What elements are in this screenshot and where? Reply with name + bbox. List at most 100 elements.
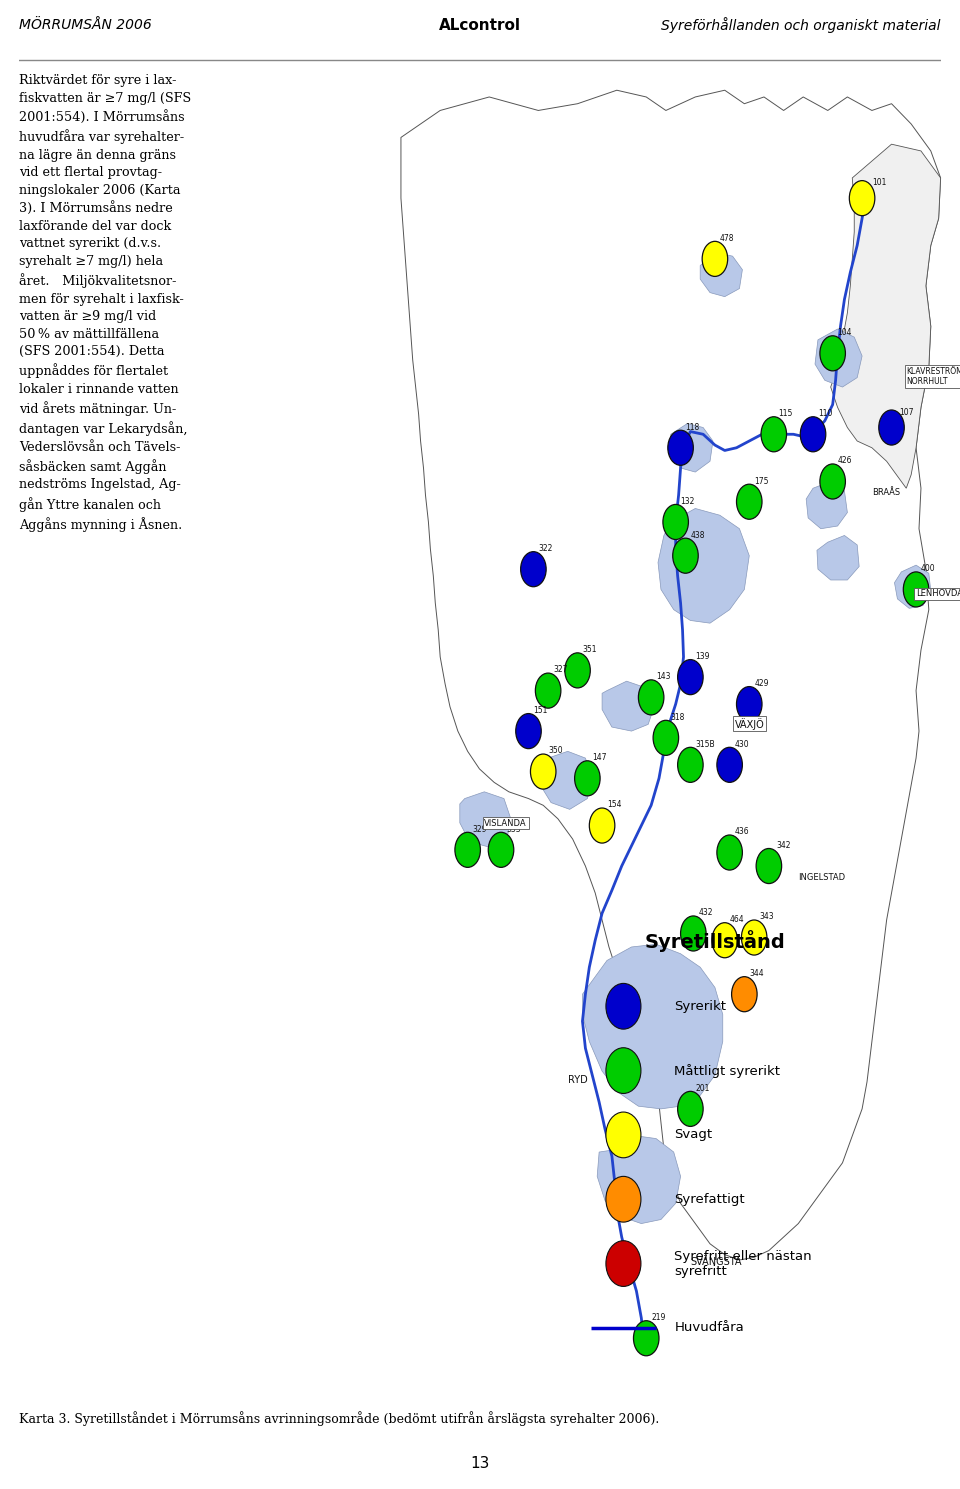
Text: Riktvärdet för syre i lax-
fiskvatten är ≥7 mg/l (SFS
2001:554). I Mörrumsåns
hu: Riktvärdet för syre i lax- fiskvatten är… bbox=[19, 74, 191, 532]
Text: MÖRRUMSÅN 2006: MÖRRUMSÅN 2006 bbox=[19, 18, 152, 33]
Text: Svagt: Svagt bbox=[675, 1129, 712, 1142]
Text: Syretillstånd: Syretillstånd bbox=[644, 931, 785, 951]
Circle shape bbox=[717, 835, 742, 870]
Text: INGELSTAD: INGELSTAD bbox=[799, 873, 846, 881]
Text: Syrerikt: Syrerikt bbox=[675, 999, 727, 1013]
Circle shape bbox=[903, 572, 929, 608]
Text: 430: 430 bbox=[734, 740, 749, 749]
Circle shape bbox=[531, 753, 556, 789]
Circle shape bbox=[732, 977, 757, 1011]
Circle shape bbox=[702, 241, 728, 277]
Text: RYD: RYD bbox=[567, 1075, 588, 1085]
Circle shape bbox=[606, 1112, 641, 1158]
Polygon shape bbox=[597, 1136, 681, 1224]
Circle shape bbox=[801, 417, 826, 451]
Text: 143: 143 bbox=[656, 672, 670, 680]
Text: KLAVRESTRÖM
NORRHULT: KLAVRESTRÖM NORRHULT bbox=[906, 366, 960, 386]
Text: 201: 201 bbox=[695, 1084, 709, 1093]
Text: 438: 438 bbox=[690, 530, 705, 539]
Circle shape bbox=[678, 1091, 703, 1126]
Text: 115: 115 bbox=[779, 409, 793, 418]
Text: 147: 147 bbox=[592, 753, 607, 762]
Text: Karta 3. Syretillståndet i Mörrumsåns avrinningsområde (bedömt utifrån årslägsta: Karta 3. Syretillståndet i Mörrumsåns av… bbox=[19, 1412, 660, 1426]
Polygon shape bbox=[830, 144, 941, 488]
Polygon shape bbox=[602, 680, 654, 731]
Circle shape bbox=[520, 551, 546, 587]
Text: 400: 400 bbox=[921, 564, 936, 573]
Text: SVÄNGSTA: SVÄNGSTA bbox=[690, 1257, 742, 1267]
Text: 151: 151 bbox=[534, 706, 548, 715]
Text: 315B: 315B bbox=[695, 740, 715, 749]
Text: 327: 327 bbox=[553, 666, 567, 675]
Circle shape bbox=[756, 849, 781, 883]
Circle shape bbox=[736, 686, 762, 722]
Text: 351: 351 bbox=[583, 645, 597, 654]
Polygon shape bbox=[817, 536, 859, 581]
Circle shape bbox=[516, 713, 541, 749]
Circle shape bbox=[761, 417, 786, 451]
Circle shape bbox=[606, 1048, 641, 1093]
Polygon shape bbox=[658, 508, 749, 624]
Text: BRAÅS: BRAÅS bbox=[872, 488, 900, 497]
Text: 429: 429 bbox=[755, 679, 769, 688]
Circle shape bbox=[668, 430, 693, 465]
Polygon shape bbox=[583, 944, 723, 1109]
Circle shape bbox=[489, 832, 514, 868]
Text: 101: 101 bbox=[872, 179, 886, 188]
Text: 333: 333 bbox=[506, 825, 520, 834]
Circle shape bbox=[717, 747, 742, 782]
Text: 329: 329 bbox=[472, 825, 487, 834]
Circle shape bbox=[606, 1176, 641, 1222]
Text: VÄXJÖ: VÄXJÖ bbox=[734, 718, 764, 730]
Circle shape bbox=[850, 180, 875, 216]
Text: Syrefritt eller nästan
syrefritt: Syrefritt eller nästan syrefritt bbox=[675, 1249, 812, 1278]
Polygon shape bbox=[700, 252, 742, 296]
Text: Huvudfåra: Huvudfåra bbox=[675, 1321, 744, 1334]
Text: 436: 436 bbox=[734, 828, 749, 837]
Circle shape bbox=[712, 923, 737, 957]
Circle shape bbox=[638, 680, 664, 715]
Circle shape bbox=[681, 916, 707, 951]
Text: 118: 118 bbox=[685, 423, 700, 432]
Circle shape bbox=[653, 721, 679, 755]
Circle shape bbox=[455, 832, 480, 868]
Text: LENHOVDA: LENHOVDA bbox=[916, 590, 960, 599]
Polygon shape bbox=[815, 329, 862, 387]
Text: 107: 107 bbox=[900, 408, 914, 417]
Polygon shape bbox=[460, 792, 511, 847]
Circle shape bbox=[564, 652, 590, 688]
Text: 110: 110 bbox=[818, 409, 832, 418]
Circle shape bbox=[820, 465, 846, 499]
Text: ALcontrol: ALcontrol bbox=[439, 18, 521, 33]
Text: 154: 154 bbox=[607, 801, 621, 810]
Text: 432: 432 bbox=[698, 908, 712, 917]
Text: 464: 464 bbox=[730, 916, 744, 925]
Circle shape bbox=[575, 761, 600, 795]
Text: 350: 350 bbox=[548, 746, 563, 755]
Circle shape bbox=[678, 660, 703, 695]
Circle shape bbox=[663, 505, 688, 539]
Text: 104: 104 bbox=[837, 328, 852, 337]
Text: 132: 132 bbox=[681, 497, 695, 506]
Circle shape bbox=[606, 1240, 641, 1286]
Circle shape bbox=[634, 1321, 659, 1356]
Text: 139: 139 bbox=[695, 652, 709, 661]
Text: 426: 426 bbox=[837, 456, 852, 465]
Text: 13: 13 bbox=[470, 1456, 490, 1471]
Text: 219: 219 bbox=[651, 1313, 665, 1322]
Polygon shape bbox=[401, 91, 941, 1260]
Circle shape bbox=[606, 983, 641, 1029]
Circle shape bbox=[741, 920, 767, 954]
Polygon shape bbox=[806, 481, 848, 529]
Text: VISLANDA: VISLANDA bbox=[485, 819, 527, 828]
Text: Måttligt syrerikt: Måttligt syrerikt bbox=[675, 1063, 780, 1078]
Circle shape bbox=[536, 673, 561, 709]
Circle shape bbox=[673, 538, 698, 573]
Text: Syrefattigt: Syrefattigt bbox=[675, 1193, 745, 1206]
Text: 344: 344 bbox=[749, 969, 764, 978]
Circle shape bbox=[589, 809, 614, 843]
Circle shape bbox=[736, 484, 762, 520]
Text: 342: 342 bbox=[777, 841, 791, 850]
Circle shape bbox=[820, 337, 846, 371]
Polygon shape bbox=[540, 752, 592, 810]
